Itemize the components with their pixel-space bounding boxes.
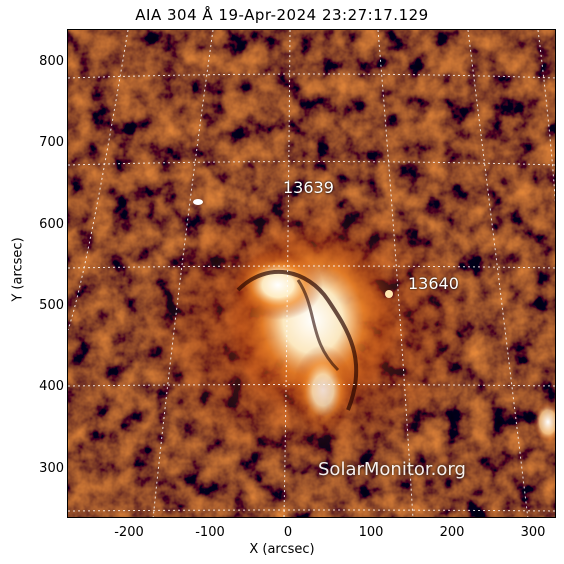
y-tick-label: 700 [39,135,64,150]
y-tick-label: 800 [39,54,64,69]
y-axis-label: Y (arcsec) [10,237,26,302]
heliographic-grid [68,30,555,517]
x-tick-label: 0 [283,525,293,540]
limb-bright-spot [534,402,555,442]
solar-image [68,30,555,517]
small-bright-point-2 [385,290,393,298]
x-tick-label: 200 [439,525,465,540]
x-tick-label: 300 [520,525,546,540]
filament-dark [236,270,359,411]
solar-image-panel [67,29,556,518]
x-tick-label: 100 [358,525,384,540]
filament-dark-2 [296,279,340,372]
flare-ribbon-south [293,345,353,435]
x-axis-label: X (arcsec) [249,542,315,557]
image-title: AIA 304 Å 19-Apr-2024 23:27:17.129 [135,6,429,24]
y-tick-label: 500 [39,298,64,313]
credit-watermark: SolarMonitor.org [318,459,466,480]
small-bright-point [193,199,203,205]
region-label-13640: 13640 [408,274,459,293]
region-label-13639: 13639 [283,178,334,197]
flare-ribbon-north [233,250,323,320]
x-tick-label: -100 [195,525,225,540]
x-tick-label: -200 [114,525,144,540]
y-tick-label: 600 [39,217,64,232]
y-tick-label: 400 [39,379,64,394]
y-tick-label: 300 [39,461,64,476]
